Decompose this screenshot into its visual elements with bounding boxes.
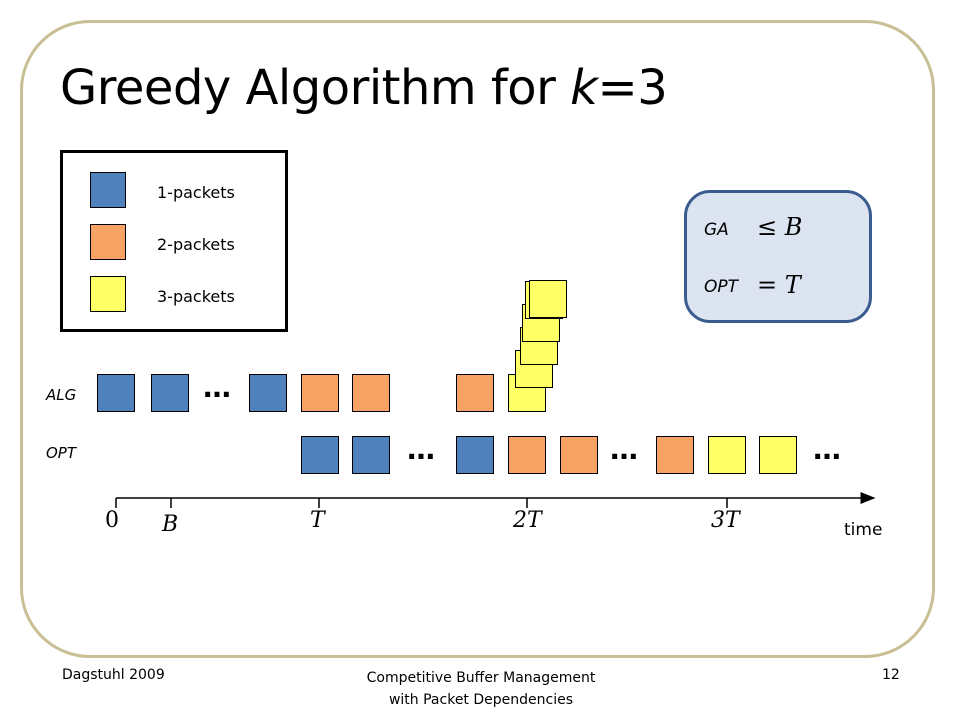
slide-number: 12 — [882, 667, 900, 683]
opt-packet-2 — [656, 436, 694, 474]
ratio-box: GA ≤ B OPT = T — [684, 190, 872, 323]
opt-packet-3 — [759, 436, 797, 474]
ga-bound: ≤ B — [757, 213, 803, 241]
opt-label: OPT — [704, 277, 739, 297]
slide-frame — [20, 20, 935, 658]
alg-packet-1 — [97, 374, 135, 412]
opt-packet-3 — [708, 436, 746, 474]
legend-swatch-1-packets — [90, 172, 126, 208]
legend-label-3-packets: 3-packets — [157, 287, 235, 306]
tick-label-zero: 0 — [105, 508, 119, 533]
tick-label-b: B — [162, 512, 179, 537]
alg-packet-1 — [151, 374, 189, 412]
opt-value: = T — [757, 271, 801, 299]
alg-packet-2 — [456, 374, 494, 412]
opt-packet-1 — [352, 436, 390, 474]
footer-title-line-2: with Packet Dependencies — [388, 692, 574, 708]
tick-label-3t: 3T — [711, 508, 740, 533]
alg-packet-2 — [352, 374, 390, 412]
tick-label-2t: 2T — [513, 508, 542, 533]
alg-ellipsis: … — [203, 371, 231, 404]
footer-title-line-1: Competitive Buffer Management — [366, 670, 596, 686]
legend-label-1-packets: 1-packets — [157, 183, 235, 202]
opt-ellipsis: … — [407, 433, 435, 466]
legend: 1-packets 2-packets 3-packets — [60, 150, 288, 332]
slide-title: Greedy Algorithm for k=3 — [60, 60, 668, 116]
alg-packet-3-stacked — [529, 280, 567, 318]
opt-row-label: OPT — [46, 444, 77, 462]
tick-label-t: T — [310, 508, 325, 533]
opt-packet-2 — [560, 436, 598, 474]
time-axis-label: time — [844, 520, 883, 540]
opt-packet-1 — [301, 436, 339, 474]
footer-talk-title: Competitive Buffer Management with Packe… — [340, 667, 622, 711]
opt-ellipsis: … — [610, 433, 638, 466]
alg-row-label: ALG — [46, 386, 77, 404]
alg-packet-2 — [301, 374, 339, 412]
legend-swatch-2-packets — [90, 224, 126, 260]
alg-packet-1 — [249, 374, 287, 412]
ga-label: GA — [704, 220, 729, 240]
opt-packet-1 — [456, 436, 494, 474]
opt-packet-2 — [508, 436, 546, 474]
opt-ellipsis: … — [813, 433, 841, 466]
legend-swatch-3-packets — [90, 276, 126, 312]
legend-label-2-packets: 2-packets — [157, 235, 235, 254]
footer-venue: Dagstuhl 2009 — [62, 667, 165, 683]
